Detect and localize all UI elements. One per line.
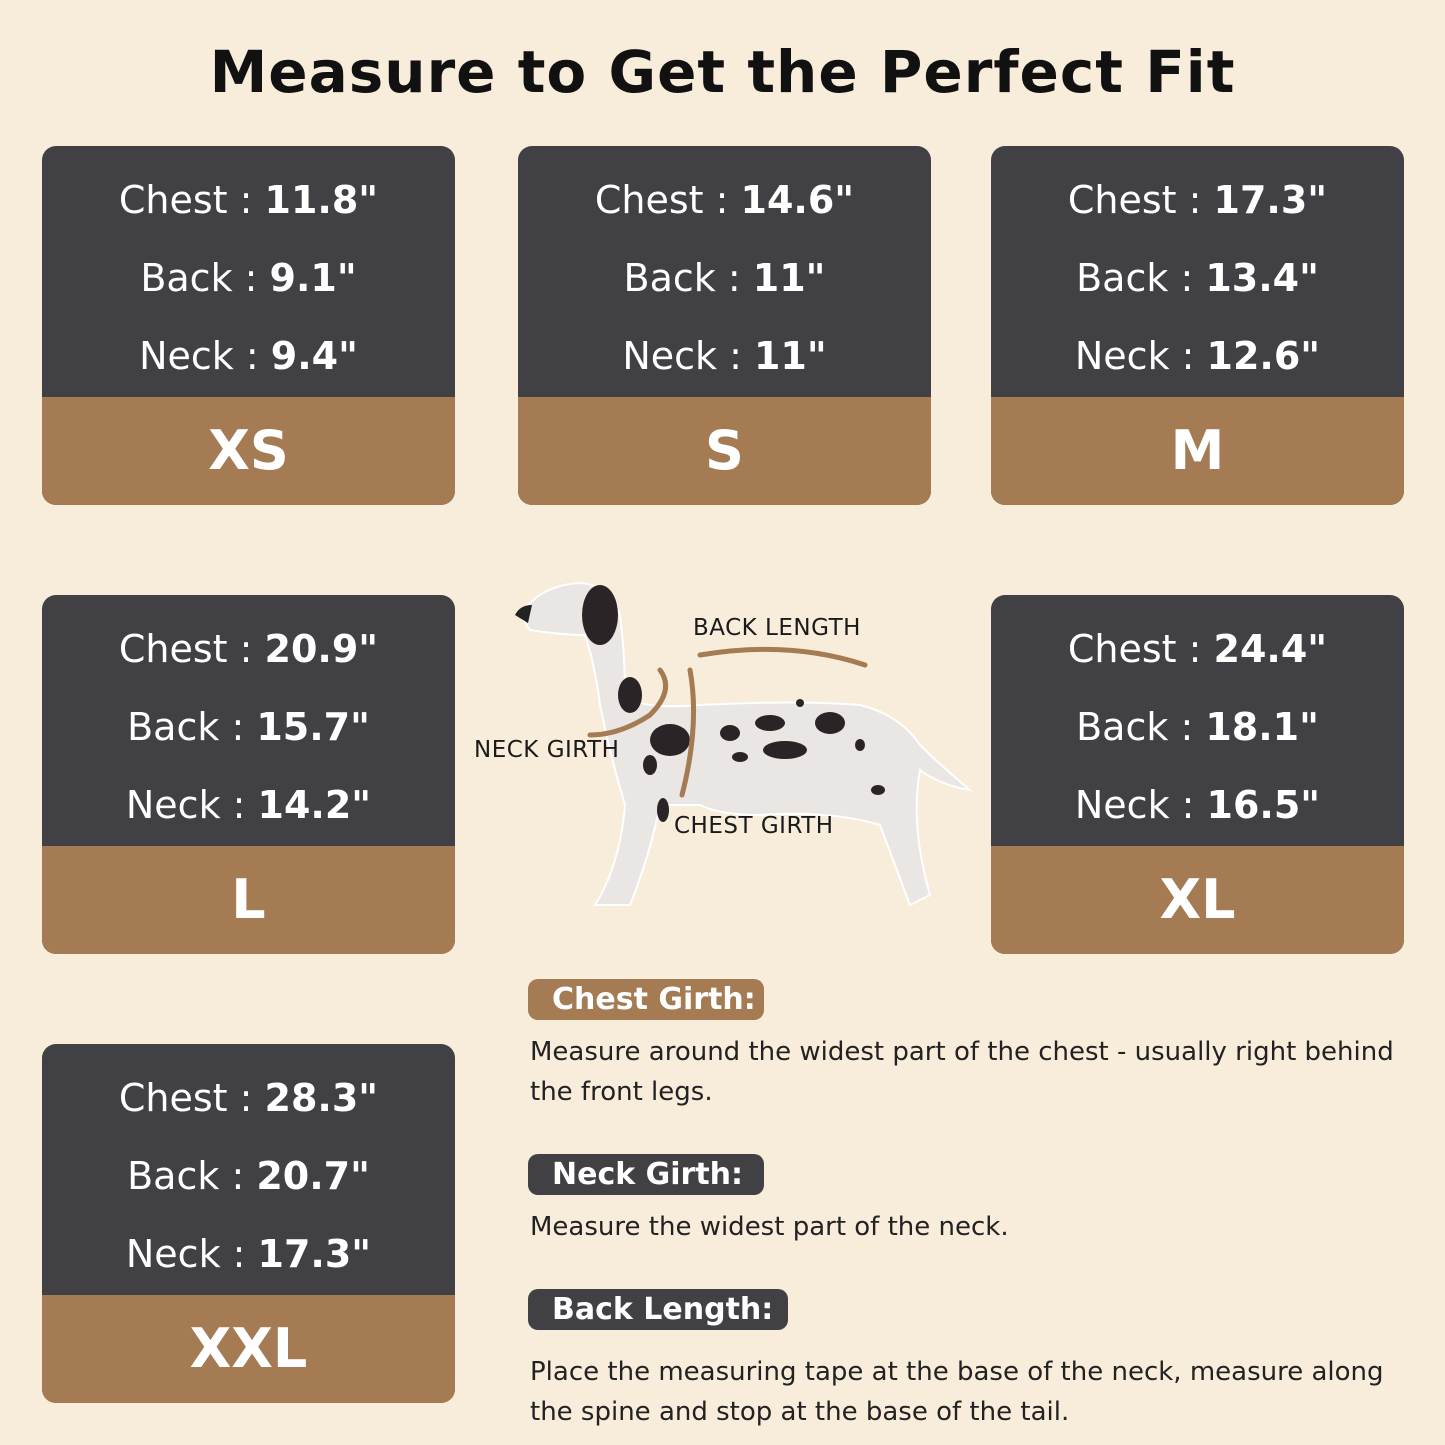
back-measurement: Back : 20.7" — [42, 1150, 455, 1228]
chest-label: Chest : — [118, 178, 265, 222]
back-label: Back : — [140, 256, 270, 300]
neck-value: 14.2" — [257, 783, 372, 827]
back-label: Back : — [127, 705, 257, 749]
size-card-xl: Chest : 24.4" Back : 18.1" Neck : 16.5" XL — [991, 595, 1404, 954]
back-label: Back : — [1076, 705, 1206, 749]
chest-label: Chest : — [118, 1076, 265, 1120]
size-label: M — [991, 397, 1404, 505]
neck-value: 12.6" — [1206, 334, 1321, 378]
back-measurement: Back : 15.7" — [42, 701, 455, 779]
size-label: L — [42, 846, 455, 954]
chest-value: 17.3" — [1213, 178, 1328, 222]
chest-girth-heading: Chest Girth: — [528, 979, 764, 1020]
neck-value: 11" — [753, 334, 827, 378]
chest-label: Chest : — [594, 178, 741, 222]
chest-label: Chest : — [1067, 178, 1214, 222]
neck-value: 17.3" — [257, 1232, 372, 1276]
measurements: Chest : 24.4" Back : 18.1" Neck : 16.5" — [991, 595, 1404, 846]
neck-value: 16.5" — [1206, 783, 1321, 827]
back-value: 11" — [752, 256, 826, 300]
chest-label: Chest : — [118, 627, 265, 671]
chest-value: 28.3" — [264, 1076, 379, 1120]
neck-girth-label: NECK GIRTH — [474, 737, 620, 763]
back-measurement: Back : 9.1" — [42, 252, 455, 330]
size-label: XL — [991, 846, 1404, 954]
back-value: 20.7" — [256, 1154, 370, 1198]
neck-label: Neck : — [622, 334, 754, 378]
size-card-xs: Chest : 11.8" Back : 9.1" Neck : 9.4" XS — [42, 146, 455, 505]
chest-measurement: Chest : 17.3" — [991, 174, 1404, 252]
neck-label: Neck : — [125, 783, 258, 827]
size-label: S — [518, 397, 931, 505]
chest-value: 24.4" — [1213, 627, 1328, 671]
size-label: XS — [42, 397, 455, 505]
chest-value: 11.8" — [264, 178, 379, 222]
size-card-s: Chest : 14.6" Back : 11" Neck : 11" S — [518, 146, 931, 505]
neck-label: Neck : — [125, 1232, 258, 1276]
back-measurement: Back : 11" — [518, 252, 931, 330]
measurements: Chest : 14.6" Back : 11" Neck : 11" — [518, 146, 931, 397]
size-card-m: Chest : 17.3" Back : 13.4" Neck : 12.6" M — [991, 146, 1404, 505]
back-value: 9.1" — [269, 256, 357, 300]
neck-measurement: Neck : 9.4" — [42, 330, 455, 408]
size-card-l: Chest : 20.9" Back : 15.7" Neck : 14.2" L — [42, 595, 455, 954]
neck-measurement: Neck : 12.6" — [991, 330, 1404, 408]
chest-measurement: Chest : 20.9" — [42, 623, 455, 701]
neck-label: Neck : — [139, 334, 271, 378]
measurements: Chest : 17.3" Back : 13.4" Neck : 12.6" — [991, 146, 1404, 397]
neck-measurement: Neck : 11" — [518, 330, 931, 408]
chest-value: 14.6" — [740, 178, 855, 222]
neck-value: 9.4" — [270, 334, 358, 378]
neck-label: Neck : — [1074, 334, 1207, 378]
chest-girth-description: Measure around the widest part of the ch… — [530, 1037, 1394, 1107]
back-measurement: Back : 18.1" — [991, 701, 1404, 779]
back-value: 18.1" — [1205, 705, 1319, 749]
back-label: Back : — [1076, 256, 1206, 300]
back-length-heading: Back Length: — [528, 1289, 788, 1330]
neck-measurement: Neck : 17.3" — [42, 1228, 455, 1306]
neck-girth-description: Measure the widest part of the neck. — [530, 1212, 1009, 1242]
chest-girth-label: CHEST GIRTH — [674, 813, 834, 839]
measurements: Chest : 28.3" Back : 20.7" Neck : 17.3" — [42, 1044, 455, 1295]
back-length-description: Place the measuring tape at the base of … — [530, 1357, 1384, 1427]
size-label: XXL — [42, 1295, 455, 1403]
chest-measurement: Chest : 14.6" — [518, 174, 931, 252]
chest-measurement: Chest : 28.3" — [42, 1072, 455, 1150]
chest-measurement: Chest : 11.8" — [42, 174, 455, 252]
back-measurement: Back : 13.4" — [991, 252, 1404, 330]
neck-measurement: Neck : 16.5" — [991, 779, 1404, 857]
chest-measurement: Chest : 24.4" — [991, 623, 1404, 701]
chest-label: Chest : — [1067, 627, 1214, 671]
measurements: Chest : 11.8" Back : 9.1" Neck : 9.4" — [42, 146, 455, 397]
measurements: Chest : 20.9" Back : 15.7" Neck : 14.2" — [42, 595, 455, 846]
chest-value: 20.9" — [264, 627, 379, 671]
neck-measurement: Neck : 14.2" — [42, 779, 455, 857]
back-label: Back : — [127, 1154, 257, 1198]
neck-girth-heading: Neck Girth: — [528, 1154, 764, 1195]
back-value: 15.7" — [256, 705, 370, 749]
size-card-xxl: Chest : 28.3" Back : 20.7" Neck : 17.3" XXL — [42, 1044, 455, 1403]
back-length-label: BACK LENGTH — [693, 615, 861, 641]
back-label: Back : — [623, 256, 753, 300]
dalmatian-illustration — [515, 581, 974, 907]
page-title: Measure to Get the Perfect Fit — [209, 38, 1236, 106]
neck-label: Neck : — [1074, 783, 1207, 827]
back-value: 13.4" — [1205, 256, 1319, 300]
